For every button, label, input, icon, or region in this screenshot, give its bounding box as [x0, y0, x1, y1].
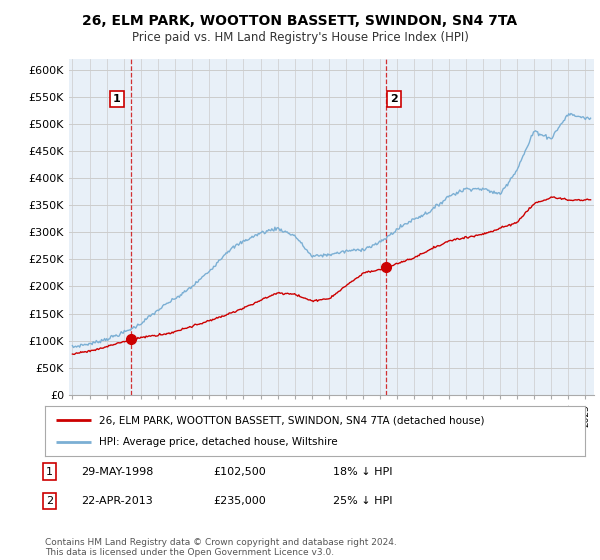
Text: 26, ELM PARK, WOOTTON BASSETT, SWINDON, SN4 7TA: 26, ELM PARK, WOOTTON BASSETT, SWINDON, …	[82, 14, 518, 28]
Text: £235,000: £235,000	[213, 496, 266, 506]
Text: Price paid vs. HM Land Registry's House Price Index (HPI): Price paid vs. HM Land Registry's House …	[131, 31, 469, 44]
Text: 1: 1	[113, 94, 121, 104]
Text: 2: 2	[390, 94, 398, 104]
Text: 18% ↓ HPI: 18% ↓ HPI	[333, 466, 392, 477]
Text: 25% ↓ HPI: 25% ↓ HPI	[333, 496, 392, 506]
Text: Contains HM Land Registry data © Crown copyright and database right 2024.
This d: Contains HM Land Registry data © Crown c…	[45, 538, 397, 557]
Text: 1: 1	[46, 466, 53, 477]
Text: £102,500: £102,500	[213, 466, 266, 477]
Text: 22-APR-2013: 22-APR-2013	[81, 496, 153, 506]
Text: 2: 2	[46, 496, 53, 506]
Text: 29-MAY-1998: 29-MAY-1998	[81, 466, 154, 477]
Text: 26, ELM PARK, WOOTTON BASSETT, SWINDON, SN4 7TA (detached house): 26, ELM PARK, WOOTTON BASSETT, SWINDON, …	[99, 415, 485, 425]
Text: HPI: Average price, detached house, Wiltshire: HPI: Average price, detached house, Wilt…	[99, 437, 338, 447]
